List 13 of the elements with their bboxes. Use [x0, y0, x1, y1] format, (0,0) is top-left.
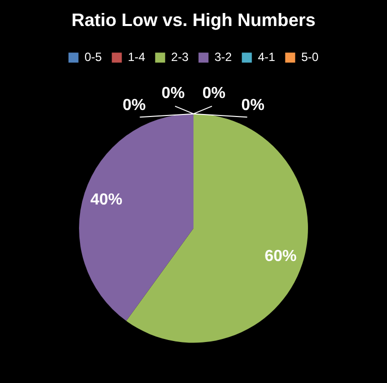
legend-label: 5-0 — [301, 50, 319, 64]
text: 0% — [162, 84, 185, 102]
text: 0% — [122, 96, 146, 114]
text: 0% — [202, 84, 226, 102]
legend-label: 2-3 — [171, 50, 189, 64]
data-label: 40% — [90, 191, 122, 208]
legend-label: 4-1 — [258, 50, 276, 64]
chart-title: Ratio Low vs. High Numbers — [71, 10, 316, 30]
text: 0% — [241, 96, 264, 114]
legend-label: 0-5 — [84, 50, 102, 64]
data-label: 60% — [264, 248, 297, 266]
legend-label: 1-4 — [128, 50, 146, 64]
legend-label: 3-2 — [214, 50, 232, 64]
